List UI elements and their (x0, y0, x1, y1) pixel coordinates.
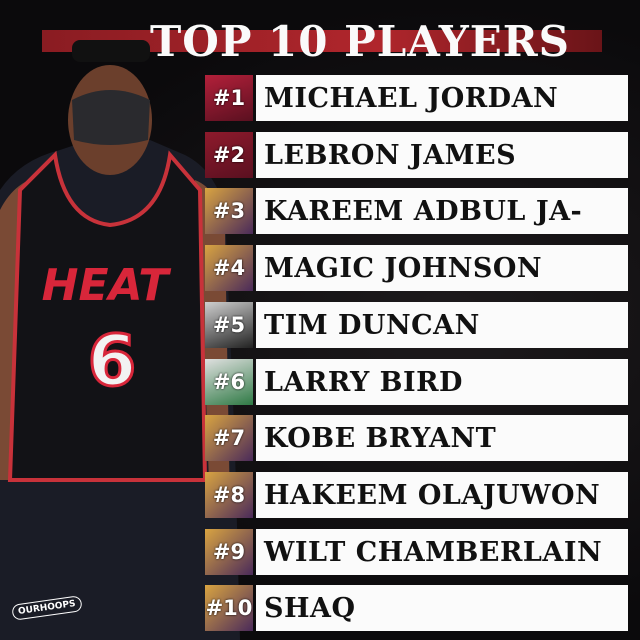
list-item: #7 KOBE BRYANT (205, 415, 628, 462)
player-name: WILT CHAMBERLAIN (256, 528, 628, 575)
jersey-team: HEAT (42, 260, 172, 311)
rank-badge: #7 (205, 415, 253, 462)
title-banner (42, 30, 602, 52)
rank-badge: #9 (205, 528, 253, 575)
player-name: KOBE BRYANT (256, 415, 628, 462)
list-item: #10 SHAQ (205, 585, 628, 632)
player-name: SHAQ (256, 585, 628, 632)
rank-badge: #6 (205, 358, 253, 405)
player-name: LARRY BIRD (256, 358, 628, 405)
rank-badge: #1 (205, 75, 253, 121)
list-item: #2 LEBRON JAMES (205, 131, 628, 178)
player-name: KAREEM ADBUL JA- (256, 188, 628, 235)
list-item: #4 MAGIC JOHNSON (205, 245, 628, 292)
rank-badge: #2 (205, 131, 253, 178)
page-title: TOP 10 PLAYERS (150, 17, 570, 66)
player-name: LEBRON JAMES (256, 131, 628, 178)
list-item: #1 MICHAEL JORDAN (205, 75, 628, 121)
rank-badge: #10 (205, 585, 253, 632)
list-item: #8 HAKEEM OLAJUWON (205, 471, 628, 518)
list-item: #6 LARRY BIRD (205, 358, 628, 405)
list-item: #3 KAREEM ADBUL JA- (205, 188, 628, 235)
rank-badge: #5 (205, 301, 253, 348)
player-name: TIM DUNCAN (256, 301, 628, 348)
player-photo: HEAT 6 (0, 40, 240, 640)
player-name: MAGIC JOHNSON (256, 245, 628, 292)
list-item: #9 WILT CHAMBERLAIN (205, 528, 628, 575)
rank-badge: #3 (205, 188, 253, 235)
player-name: HAKEEM OLAJUWON (256, 471, 628, 518)
player-name: MICHAEL JORDAN (256, 75, 628, 121)
rank-badge: #4 (205, 245, 253, 292)
list-item: #5 TIM DUNCAN (205, 301, 628, 348)
rank-badge: #8 (205, 471, 253, 518)
jersey-number: 6 (88, 320, 137, 402)
